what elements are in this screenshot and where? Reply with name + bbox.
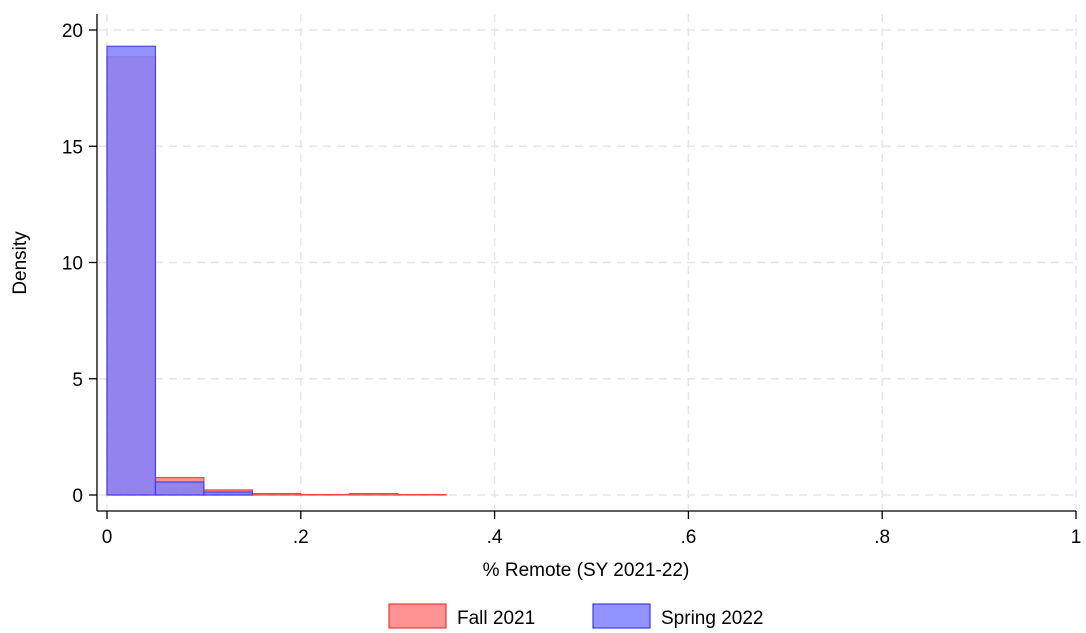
legend-swatch bbox=[592, 603, 651, 629]
y-tick-label: 0 bbox=[72, 486, 83, 507]
x-axis-ticks: 0 .2 .4 .6 .8 1 bbox=[102, 511, 1082, 548]
grid-lines bbox=[99, 14, 1077, 509]
x-tick-label: .2 bbox=[293, 527, 309, 548]
x-tick-label: 1 bbox=[1071, 527, 1082, 548]
histogram-bar bbox=[348, 493, 399, 496]
legend-label: Spring 2022 bbox=[661, 608, 763, 629]
x-axis-title: % Remote (SY 2021-22) bbox=[483, 560, 690, 581]
histogram-bar bbox=[154, 481, 205, 496]
histogram-bar bbox=[203, 491, 253, 496]
y-tick-label: 15 bbox=[62, 137, 83, 158]
x-tick-label: 0 bbox=[102, 527, 113, 548]
histogram-bar bbox=[106, 45, 157, 496]
x-tick-label: .6 bbox=[680, 527, 696, 548]
y-tick-label: 10 bbox=[62, 254, 83, 275]
legend-label: Fall 2021 bbox=[457, 608, 535, 629]
x-tick-label: .8 bbox=[874, 527, 890, 548]
x-tick-label: .4 bbox=[487, 527, 503, 548]
y-axis-ticks: 0 5 10 15 20 bbox=[62, 21, 97, 507]
legend-swatch bbox=[388, 603, 447, 629]
y-tick-label: 20 bbox=[62, 21, 83, 42]
y-tick-label: 5 bbox=[72, 370, 83, 391]
histogram-bars bbox=[106, 45, 447, 496]
y-axis-title: Density bbox=[10, 231, 31, 295]
legend: Fall 2021 Spring 2022 bbox=[388, 603, 763, 629]
histogram-bar bbox=[251, 493, 302, 496]
